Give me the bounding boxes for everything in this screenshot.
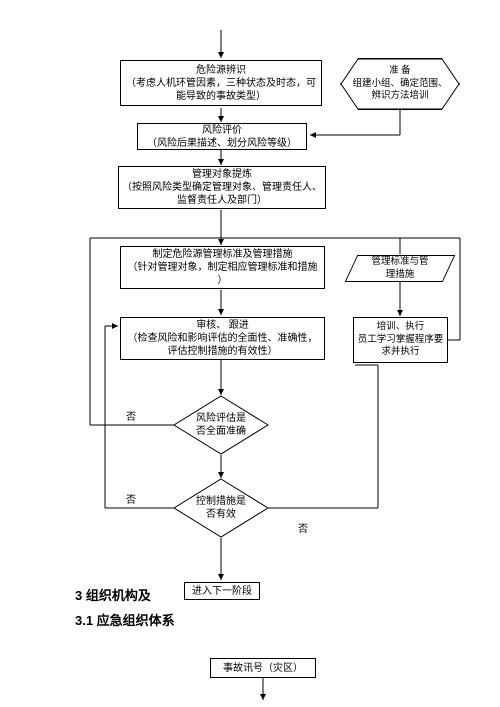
node-training-text: 培训、执行 员工学习掌握程序要求并执行 — [357, 321, 444, 358]
node-std-doc: 管理标准与管 理措施 — [351, 255, 449, 282]
node-training: 培训、执行 员工学习掌握程序要求并执行 — [353, 317, 448, 363]
node-risk-eval: 风险评价 （风险后果描述、划分风险等级） — [137, 123, 307, 150]
decision-control-effective: 控制措施是 否有效 — [173, 478, 269, 538]
node-prepare: 准 备 组建小组、确定范围、辨识方法培训 — [340, 58, 460, 110]
node-std-measures-text: 制定危险源管理标准及管理措施 （针对管理对象，制定相应管理标准和措施 ） — [124, 248, 321, 287]
node-mgmt-target: 管理对象提炼 （按照风险类型确定管理对象、管理责任人、监督责任人及部门） — [118, 166, 326, 209]
node-risk-eval-text: 风险评价 （风险后果描述、划分风险等级） — [147, 124, 297, 150]
node-audit-text: 审核、 跟进 （检查风险和影响评估的全面性、准确性，评估控制措施的有效性） — [124, 319, 321, 358]
node-next-stage: 进入下一阶段 — [184, 582, 260, 600]
label-no-1: 否 — [126, 408, 136, 423]
node-audit: 审核、 跟进 （检查风险和影响评估的全面性、准确性，评估控制措施的有效性） — [120, 317, 325, 360]
heading-3-1: 3.1 应急组织体系 — [75, 610, 175, 629]
decision-risk-complete: 风险评估是 否全面准确 — [173, 395, 269, 455]
decision-risk-complete-text: 风险评估是 否全面准确 — [196, 413, 246, 437]
decision-control-effective-text: 控制措施是 否有效 — [196, 496, 246, 520]
node-hazard-id: 危险源辨识 （考虑人机环管因素，三种状态及时态，可能导致的事故类型） — [120, 60, 322, 106]
node-mgmt-target-text: 管理对象提炼 （按照风险类型确定管理对象、管理责任人、监督责任人及部门） — [122, 168, 322, 207]
label-no-2: 否 — [126, 491, 136, 506]
node-std-doc-text: 管理标准与管 理措施 — [371, 256, 428, 281]
node-hazard-id-text: 危险源辨识 （考虑人机环管因素，三种状态及时态，可能导致的事故类型） — [124, 64, 318, 103]
label-no-3: 否 — [298, 520, 308, 535]
node-signal: 事故讯号（灾区） — [210, 658, 316, 678]
node-next-stage-text: 进入下一阶段 — [192, 585, 252, 598]
node-prepare-text: 准 备 组建小组、确定范围、辨识方法培训 — [340, 65, 460, 102]
heading-3: 3 组织机构及 — [75, 585, 151, 604]
node-signal-text: 事故讯号（灾区） — [223, 662, 303, 675]
node-std-measures: 制定危险源管理标准及管理措施 （针对管理对象，制定相应管理标准和措施 ） — [120, 246, 325, 289]
